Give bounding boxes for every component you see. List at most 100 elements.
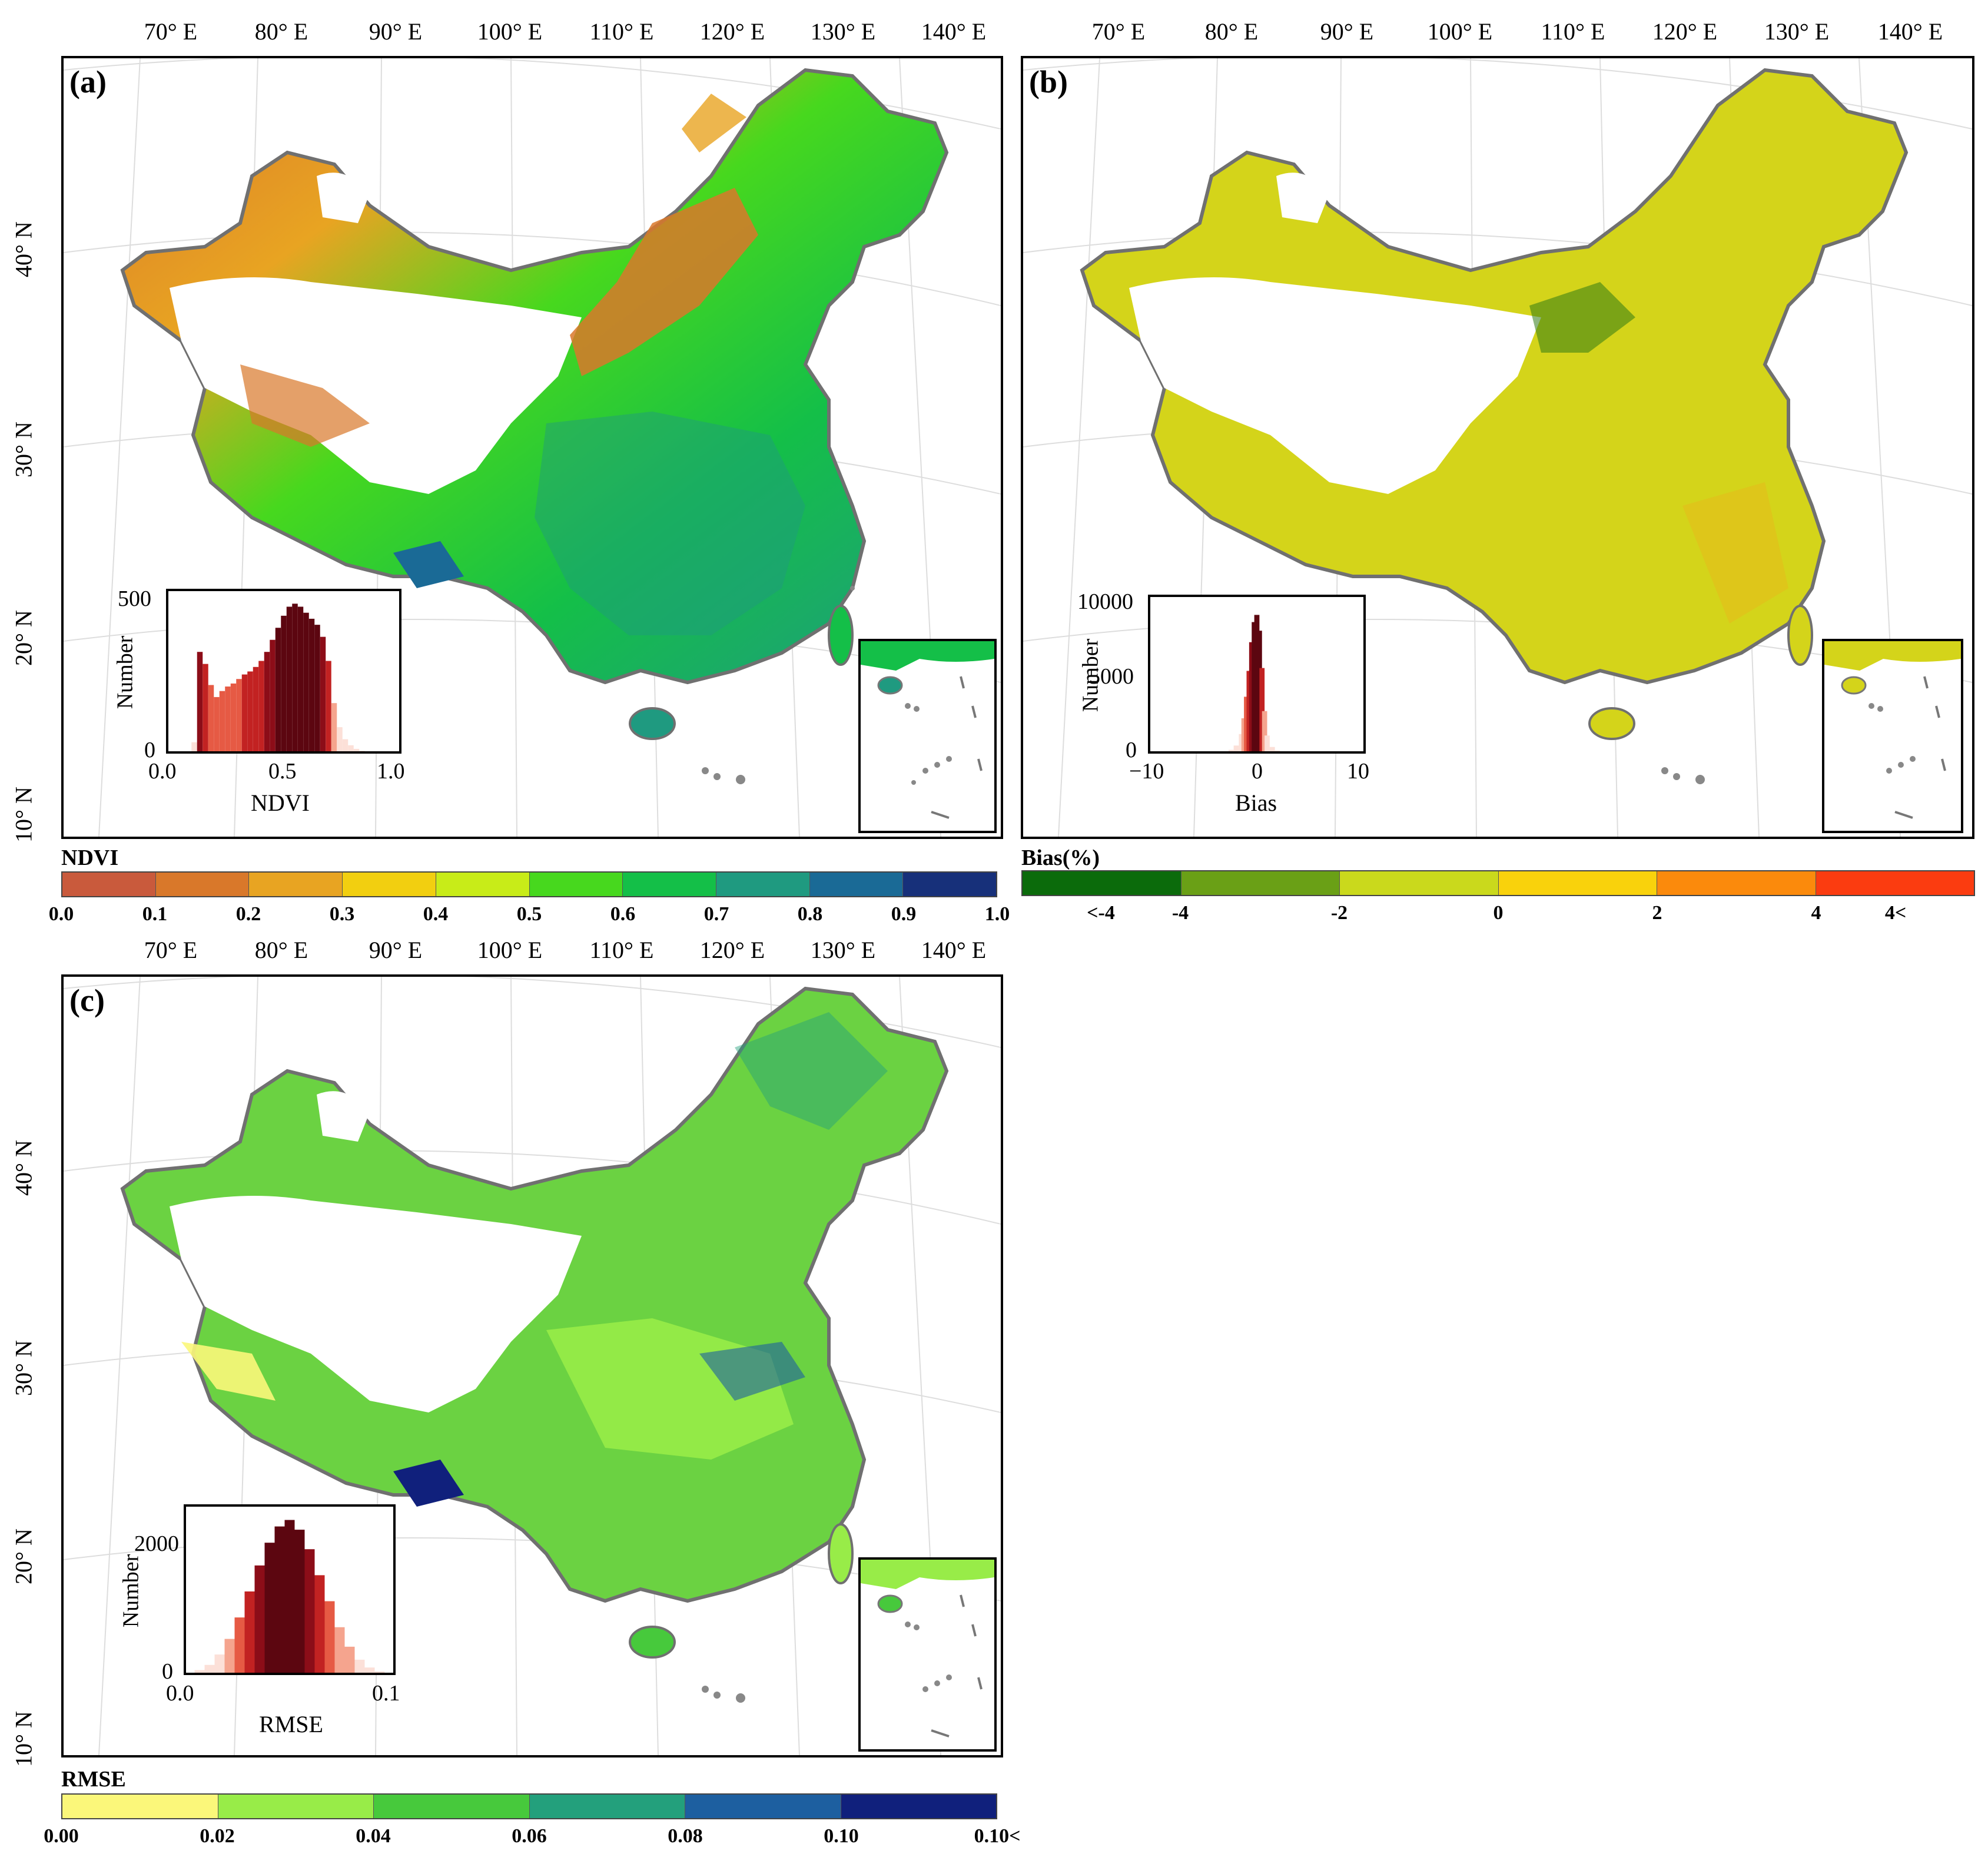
colorbar-tick-label: 2	[1652, 902, 1662, 924]
lon-label: 80° E	[1204, 18, 1259, 45]
histogram-bar	[264, 1543, 275, 1673]
south-china-sea-inset	[858, 1557, 997, 1752]
colorbar-tick-label: 0.08	[668, 1825, 703, 1847]
china-map-bias	[1023, 58, 1972, 837]
histogram-bar	[286, 606, 293, 751]
colorbar-segment	[343, 873, 436, 896]
histogram-bar	[284, 1520, 295, 1673]
colorbar-tick-label: 0.06	[512, 1825, 547, 1847]
panel-c: 70° E 80° E 90° E 100° E 110° E 120° E 1…	[0, 918, 1021, 1867]
lon-label: 140° E	[921, 18, 987, 45]
histogram-bar	[348, 745, 354, 751]
hist-ytick: 500	[118, 586, 151, 611]
colorbar-segment	[841, 1795, 996, 1818]
colorbar-tick-label: 4<	[1884, 902, 1907, 924]
histogram-bar	[234, 1617, 245, 1673]
lon-label: 100° E	[477, 937, 543, 963]
histogram-bar	[324, 1601, 335, 1673]
colorbar-title: Bias(%)	[1021, 845, 1100, 870]
histogram-bar	[292, 603, 298, 751]
lon-label: 110° E	[589, 937, 654, 963]
lon-label: 110° E	[589, 18, 654, 45]
colorbar-segment	[529, 873, 623, 896]
colorbar-tick-label: 0.8	[797, 903, 823, 925]
histogram-bar	[314, 1575, 325, 1673]
south-china-sea-inset	[858, 639, 997, 833]
lat-label: 10° N	[10, 1711, 37, 1767]
colorbar-tick-label: 0.2	[235, 903, 261, 925]
histogram-bar	[334, 1627, 345, 1673]
colorbar-segment	[809, 873, 904, 896]
histogram-bar	[344, 1646, 355, 1673]
colorbar-segment	[1498, 871, 1657, 895]
hist-ytick: 0	[1126, 738, 1137, 762]
histogram-bar	[320, 636, 326, 751]
hist-ytick: 0	[144, 738, 155, 762]
lon-label: 130° E	[1764, 18, 1830, 45]
colorbar-segment	[903, 873, 997, 896]
lon-label: 120° E	[699, 937, 765, 963]
lon-label: 120° E	[699, 18, 765, 45]
panel-a: 70° E 80° E 90° E 100° E 110° E 120° E 1…	[0, 0, 1013, 925]
colorbar-segment	[62, 1795, 218, 1818]
hist-xtick: −10	[1129, 759, 1164, 784]
hist-xtick: 0.1	[372, 1681, 400, 1706]
lat-label: 30° N	[10, 422, 37, 477]
hist-ytick: 5000	[1089, 664, 1134, 689]
histogram-bar	[219, 691, 225, 751]
lat-label: 40° N	[10, 221, 37, 277]
hist-xtick: 1.0	[377, 759, 405, 784]
hist-xtick: 0.5	[268, 759, 297, 784]
panel-label: (c)	[69, 983, 105, 1018]
hist-ylabel: Number	[118, 1554, 144, 1628]
colorbar-segment	[436, 873, 530, 896]
lat-label: 20° N	[10, 610, 37, 666]
colorbar-segment	[249, 873, 343, 896]
lon-label: 90° E	[369, 937, 423, 963]
south-china-sea-inset	[1822, 639, 1963, 833]
lat-label: 40° N	[10, 1140, 37, 1196]
histogram-bar	[342, 739, 349, 751]
panel-label: (b)	[1029, 64, 1068, 100]
histogram-bar	[230, 683, 237, 751]
colorbar-tick-label: 0.6	[610, 903, 636, 925]
hist-xtick: 10	[1347, 759, 1369, 784]
histogram-bar	[303, 612, 309, 751]
lon-label: 70° E	[144, 937, 198, 963]
histogram-bar	[326, 661, 331, 751]
histogram-bar	[191, 742, 197, 751]
panel-b: 70° E 80° E 90° E 100° E 110° E 120° E 1…	[965, 0, 1988, 942]
colorbar-tick-label: 0.4	[423, 903, 449, 925]
histogram-bar	[353, 748, 360, 751]
histogram-bar	[331, 703, 337, 751]
lon-label: 90° E	[1320, 18, 1374, 45]
lat-label: 10° N	[10, 787, 37, 843]
hist-xtick: 0	[1252, 759, 1263, 784]
colorbar-segment	[155, 873, 250, 896]
histogram-inset-a	[166, 589, 401, 754]
colorbar-title: NDVI	[61, 845, 119, 870]
hist-xlabel: NDVI	[251, 790, 310, 816]
colorbar-tick-label: <-4	[1087, 902, 1115, 924]
histogram-bar	[294, 1530, 305, 1673]
colorbar-segment	[685, 1795, 841, 1818]
histogram-bar	[1265, 735, 1270, 751]
map-frame-a	[61, 56, 1003, 839]
colorbar-segment	[529, 1795, 685, 1818]
lon-label: 90° E	[369, 18, 423, 45]
hist-xtick: 0.0	[148, 759, 177, 784]
histogram-bar	[204, 1664, 215, 1673]
histogram-bar	[274, 1526, 285, 1673]
colorbar-segment	[374, 1795, 530, 1818]
colorbar-segment	[1657, 871, 1816, 895]
lon-label: 130° E	[810, 18, 876, 45]
lat-label: 20° N	[10, 1528, 37, 1584]
histogram-bar	[224, 1639, 235, 1673]
histogram-bar	[197, 652, 203, 751]
colorbar-ndvi	[61, 871, 997, 897]
histogram-bar	[270, 639, 276, 751]
lon-label: 130° E	[810, 937, 876, 963]
histogram-bar	[297, 606, 304, 751]
lon-label: 80° E	[254, 18, 308, 45]
lon-label: 70° E	[1091, 18, 1146, 45]
